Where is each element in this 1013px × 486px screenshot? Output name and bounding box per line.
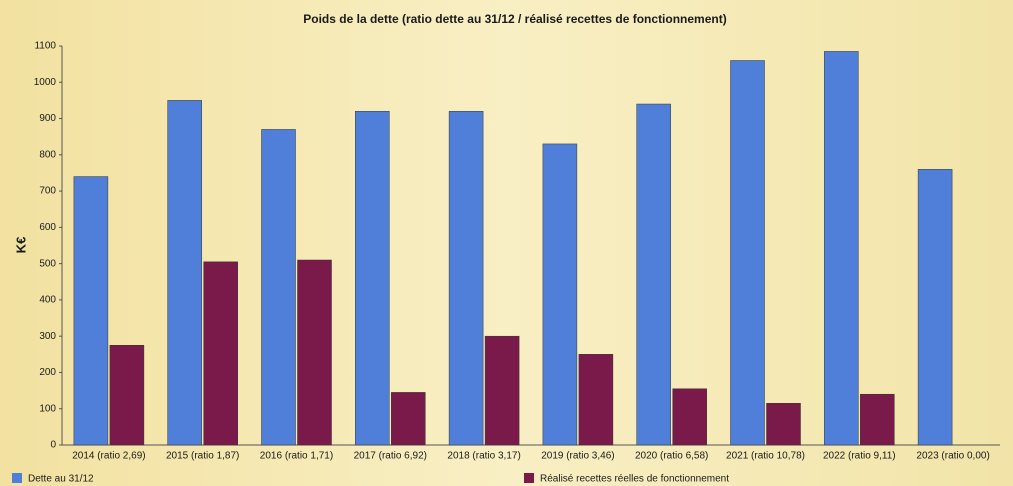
bar	[730, 60, 765, 446]
x-tick-label: 2016 (ratio 1,71)	[260, 451, 333, 462]
bar	[672, 388, 707, 446]
bar	[917, 169, 953, 446]
bar	[860, 393, 895, 446]
y-tick-label: 100	[39, 403, 56, 414]
chart-title: Poids de la dette (ratio dette au 31/12 …	[303, 12, 726, 26]
x-tick-label: 2022 (ratio 9,11)	[823, 451, 896, 462]
bar	[542, 143, 578, 446]
bar	[824, 51, 859, 446]
y-tick-label: 1100	[34, 41, 56, 52]
y-axis-label: K€	[13, 237, 28, 254]
y-tick-label: 300	[39, 331, 56, 342]
bar	[109, 345, 145, 446]
bar	[297, 259, 332, 446]
x-tick-label: 2020 (ratio 6,58)	[635, 451, 708, 462]
x-tick-label: 2017 (ratio 6,92)	[354, 451, 427, 462]
bar	[448, 111, 484, 446]
y-tick-label: 700	[39, 186, 56, 197]
bar	[484, 335, 520, 446]
legend-swatch	[524, 473, 534, 483]
bar	[73, 176, 109, 446]
bar	[261, 129, 296, 446]
bar	[167, 100, 202, 446]
bar	[636, 103, 671, 446]
x-tick-label: 2018 (ratio 3,17)	[447, 451, 520, 462]
x-tick-label: 2014 (ratio 2,69)	[72, 451, 145, 462]
x-tick-label: 2019 (ratio 3,46)	[541, 451, 614, 462]
bar	[203, 261, 238, 446]
y-tick-label: 500	[39, 258, 56, 269]
legend-swatch	[12, 473, 22, 483]
bar	[355, 111, 390, 446]
y-tick-label: 1000	[34, 77, 57, 88]
x-tick-label: 2021 (ratio 10,78)	[726, 451, 805, 462]
y-tick-label: 600	[39, 222, 56, 233]
y-tick-label: 400	[39, 295, 56, 306]
bar	[391, 392, 426, 446]
x-tick-label: 2023 (ratio 0,00)	[916, 451, 989, 462]
y-tick-label: 900	[39, 113, 56, 124]
legend-label: Réalisé recettes réelles de fonctionneme…	[540, 474, 729, 485]
legend-label: Dette au 31/12	[28, 474, 94, 485]
y-tick-label: 0	[50, 440, 56, 451]
x-tick-label: 2015 (ratio 1,87)	[166, 451, 239, 462]
bar	[578, 354, 614, 446]
y-tick-label: 800	[39, 149, 56, 160]
y-tick-label: 200	[39, 367, 56, 378]
bar	[766, 403, 801, 446]
